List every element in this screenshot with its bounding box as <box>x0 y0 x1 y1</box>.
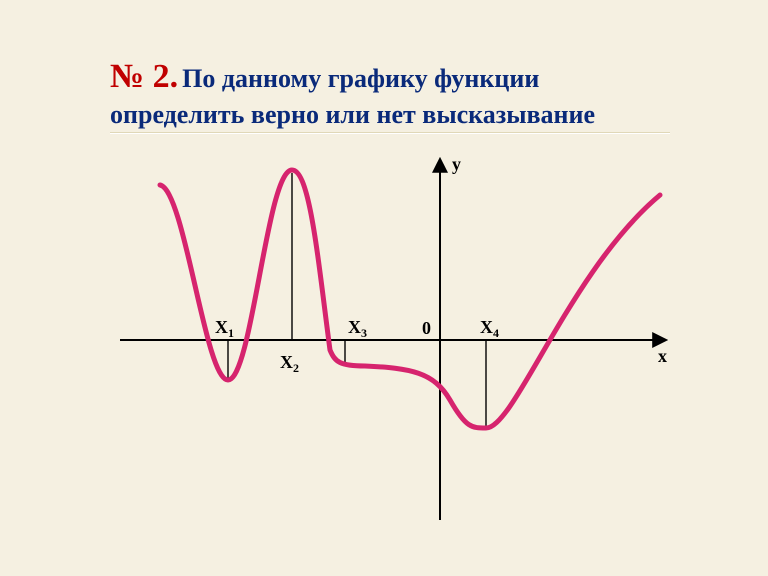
chart-svg: у х 0 X1 X2 X3 X4 <box>110 150 670 530</box>
svg-text:X1: X1 <box>215 317 234 340</box>
slide-title: № 2. По данному графику функции определи… <box>110 56 670 131</box>
slide: { "background_color": "#f5f0e1", "title"… <box>0 0 768 576</box>
svg-text:у: у <box>452 154 461 174</box>
svg-text:0: 0 <box>422 318 431 338</box>
chart-area: у х 0 X1 X2 X3 X4 <box>110 150 670 530</box>
title-text-1: По данному графику функции <box>182 64 539 93</box>
task-number: № 2. <box>110 58 178 95</box>
svg-text:X3: X3 <box>348 317 367 340</box>
title-divider <box>110 132 670 134</box>
svg-text:X4: X4 <box>480 317 499 340</box>
svg-text:X2: X2 <box>280 352 299 375</box>
svg-text:х: х <box>658 346 667 366</box>
title-text-2: определить верно или нет высказывание <box>110 100 595 129</box>
